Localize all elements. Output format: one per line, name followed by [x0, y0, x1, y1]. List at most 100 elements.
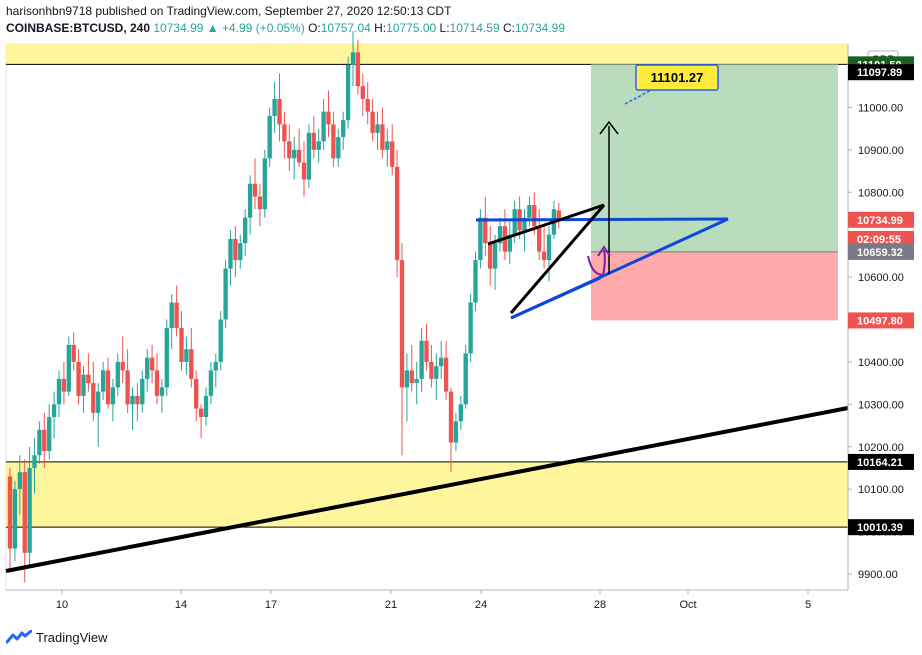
candle-body: [233, 238, 238, 261]
candle: [86, 353, 91, 392]
candle: [277, 73, 282, 142]
candle-body: [272, 98, 277, 116]
candle-body: [546, 234, 552, 261]
candle: [71, 332, 76, 371]
price-label-text: 11097.89: [857, 67, 902, 79]
candle-body: [154, 370, 160, 396]
candle: [546, 226, 552, 282]
candle: [272, 81, 277, 133]
candle: [448, 387, 454, 473]
candle-body: [443, 357, 449, 392]
candle: [321, 98, 326, 150]
candle-body: [331, 124, 336, 159]
candle-body: [365, 98, 370, 112]
candle-body: [17, 472, 22, 490]
open-value: 10757.04: [320, 21, 371, 35]
candle-body: [27, 467, 32, 553]
x-tick-label: Oct: [679, 599, 696, 611]
wedge-upper-line[interactable]: [487, 203, 605, 246]
candle-body: [311, 132, 316, 150]
candle-body: [198, 408, 204, 418]
price-label: [848, 243, 914, 260]
high-label: H:: [374, 21, 387, 35]
candle: [135, 383, 140, 422]
candle-body: [512, 209, 517, 235]
y-tick-label: 11000.00: [858, 102, 903, 114]
candle-body: [96, 391, 101, 413]
callout-box[interactable]: [635, 64, 719, 91]
candle: [390, 124, 395, 176]
candle: [316, 128, 321, 163]
candle-body: [194, 378, 199, 409]
candle: [51, 391, 57, 439]
candle: [184, 336, 189, 375]
candle: [365, 81, 370, 125]
candle-body: [385, 141, 390, 150]
candle-body: [159, 387, 165, 396]
price-change: ▲ +4.99 (+0.05%): [206, 21, 305, 35]
x-tick-label: 17: [265, 599, 277, 611]
candle: [360, 73, 365, 116]
candle: [483, 196, 488, 256]
long-position-tool[interactable]: [591, 64, 838, 321]
candle-body: [130, 395, 135, 405]
candle: [282, 111, 287, 159]
candle-body: [120, 361, 125, 371]
candle-body: [463, 353, 468, 405]
candle-body: [360, 86, 365, 99]
candle: [556, 202, 561, 229]
candle: [159, 378, 165, 413]
candle: [145, 349, 150, 392]
candle: [76, 349, 81, 405]
candle: [409, 344, 414, 392]
candle: [115, 353, 120, 396]
candle-body: [492, 243, 498, 269]
candle-body: [380, 124, 385, 150]
candle-body: [350, 52, 356, 65]
demand-zone: [6, 461, 848, 528]
x-tick-label: 10: [56, 599, 68, 611]
drawings-layer[interactable]: 11101.27: [5, 64, 849, 573]
candle-body: [434, 366, 439, 379]
candle-body: [355, 52, 361, 87]
candle: [17, 455, 22, 515]
wedge-lower-line[interactable]: [509, 204, 606, 314]
candle: [478, 209, 483, 269]
candle-body: [135, 395, 140, 405]
candle-body: [483, 217, 488, 244]
y-tick-label: 10900.00: [858, 145, 904, 157]
candle-body: [47, 417, 52, 451]
resistance-line[interactable]: [475, 217, 729, 222]
candle-body: [527, 204, 532, 218]
candle-body: [243, 217, 248, 244]
wedge-base-line[interactable]: [510, 276, 601, 320]
candle: [110, 378, 116, 422]
callout-label: 11101.27: [651, 70, 704, 85]
candle-body: [306, 132, 312, 180]
candle-body: [174, 302, 179, 328]
candle-body: [213, 361, 218, 371]
candle-body: [91, 383, 96, 413]
footer-brand[interactable]: TradingView: [36, 629, 108, 645]
symbol-name[interactable]: COINBASE:BTCUSD, 240: [6, 21, 151, 35]
candle: [370, 98, 375, 142]
y-tick-label: 10300.00: [858, 399, 904, 411]
candle-body: [12, 489, 18, 549]
candle: [492, 234, 498, 290]
candle: [105, 357, 111, 409]
candles-layer: [7, 31, 561, 583]
candle-body: [394, 166, 400, 261]
candle-body: [66, 344, 71, 392]
candle-body: [86, 374, 91, 384]
long-term-support-line[interactable]: [5, 406, 849, 573]
candle-body: [458, 404, 463, 422]
candle-body: [316, 141, 321, 150]
candle: [507, 221, 512, 265]
last-price: 10734.99: [153, 21, 204, 35]
candle: [350, 31, 356, 87]
candle-body: [556, 210, 561, 220]
loss-zone[interactable]: [591, 251, 838, 321]
y-tick-label: 10100.00: [858, 484, 904, 496]
candle-body: [390, 141, 395, 167]
